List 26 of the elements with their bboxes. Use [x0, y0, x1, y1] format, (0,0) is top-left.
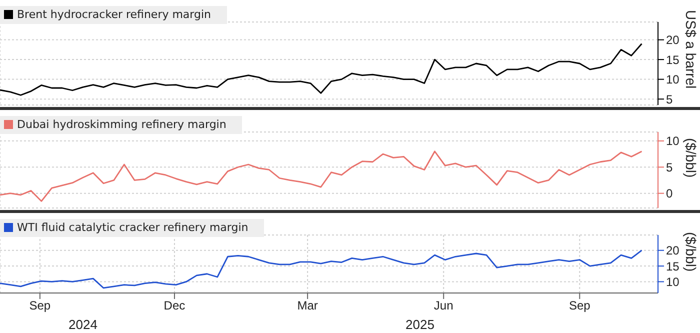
- y-tick-label: 20: [666, 33, 680, 48]
- line-series: [0, 250, 642, 289]
- legend-label: Brent hydrocracker refinery margin: [17, 8, 212, 21]
- line-series: [0, 150, 642, 202]
- y-tick-label: 0: [666, 186, 673, 201]
- y-tick-label: 15: [666, 52, 680, 67]
- y-tick-label: 10: [666, 72, 680, 87]
- y-tick-label: 20: [666, 244, 680, 258]
- text: 2024: [68, 317, 98, 332]
- text: 2025: [404, 317, 436, 332]
- x-tick-label: Sep: [568, 298, 591, 313]
- y-tick-label: 15: [666, 259, 680, 274]
- y-tick-label: 5: [666, 160, 673, 174]
- x-tick-label: Sep: [29, 298, 51, 313]
- legend-label: WTI fluid catalytic cracker refinery margin: [17, 221, 248, 234]
- y-tick-label: 5: [666, 92, 673, 106]
- y-axis-title: ($/bbl): [682, 138, 700, 178]
- x-tick-label: Mar: [297, 298, 318, 313]
- y-axis-title: US$ a barrel: [682, 10, 700, 89]
- y-axis-title: ($/bbl): [682, 232, 700, 272]
- legend-label: Dubai hydroskimming refinery margin: [17, 118, 226, 131]
- y-tick-label: 10: [666, 134, 680, 148]
- line-series: [0, 43, 642, 96]
- y-tick-label: 10: [666, 274, 680, 289]
- x-tick-label: Dec: [164, 298, 186, 313]
- x-tick-label: Jun: [434, 298, 454, 313]
